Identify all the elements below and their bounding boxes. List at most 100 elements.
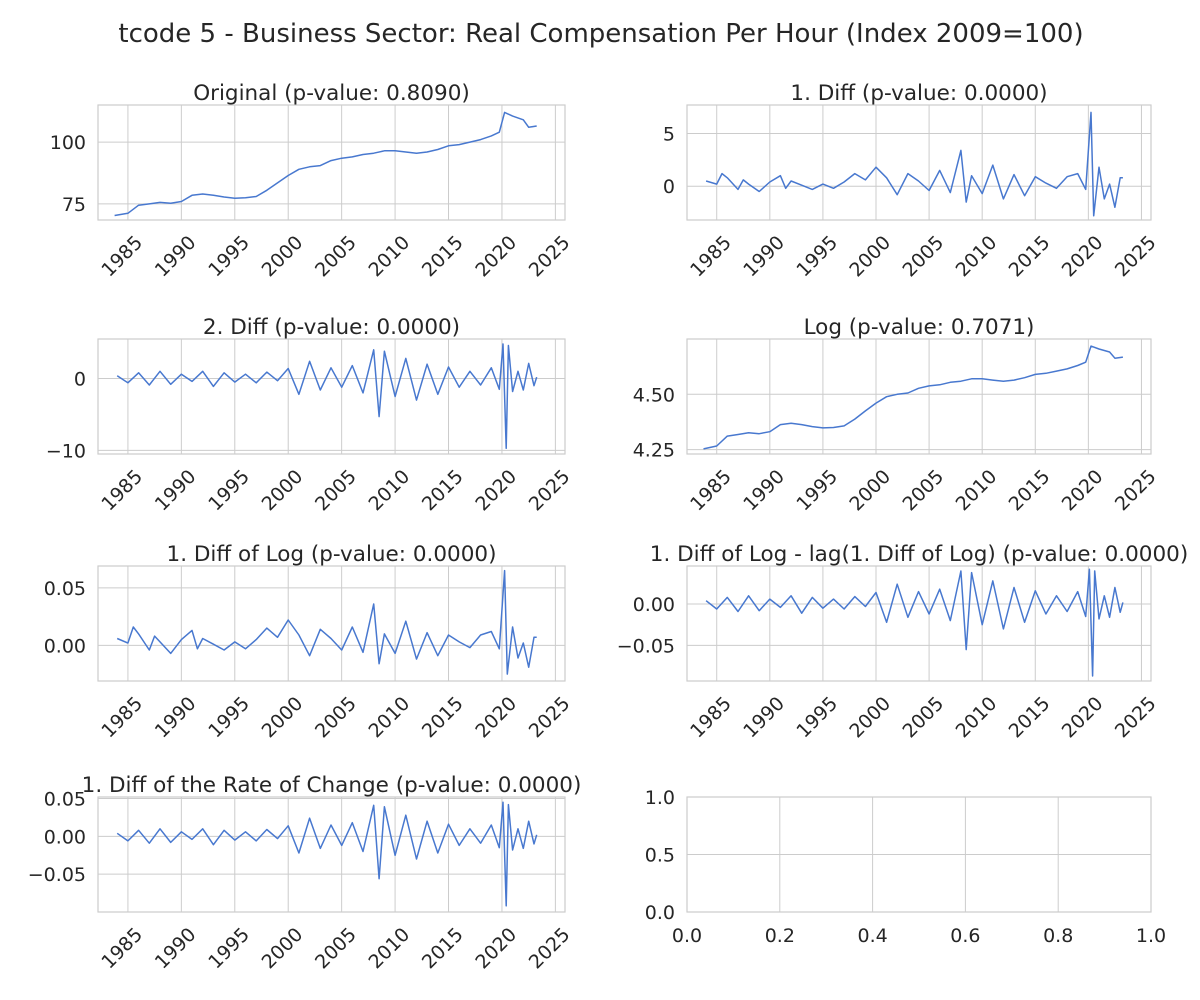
x-tick-label: 1995 (792, 693, 842, 743)
axes-frame (686, 565, 1152, 682)
x-tick-label: 2025 (1111, 693, 1161, 743)
y-tick-label: 4.25 (633, 440, 675, 462)
x-tick-label: 1995 (204, 924, 254, 974)
x-tick-label: 1995 (204, 466, 254, 516)
y-tick-label: 0.5 (645, 845, 675, 867)
x-tick-label: 1985 (97, 924, 147, 974)
x-tick-label: 2005 (311, 693, 361, 743)
x-tick-label: 1990 (739, 466, 789, 516)
subplot-7: −0.05 0.00 0.05 1985 1990 1995 2000 2005 2010 201… (28, 773, 582, 973)
x-tick-label: 1985 (97, 232, 147, 282)
y-tick-label: 0.00 (44, 826, 86, 848)
x-tick-label: 1.0 (1136, 925, 1166, 947)
y-tick-label: −0.05 (28, 864, 86, 886)
x-tick-label: 2025 (525, 466, 575, 516)
subplot-2: 0 5 1985 1990 1995 2000 2005 2010 2015 2020 2025 1.… (663, 81, 1161, 281)
x-tick-label: 2015 (418, 232, 468, 282)
series-line (705, 111, 1123, 217)
x-tick-label: 0.4 (857, 925, 887, 947)
x-tick-label: 2005 (898, 693, 948, 743)
x-tick-label: 0.0 (672, 925, 702, 947)
series-line (116, 801, 538, 907)
subplot-title: Log (p-value: 0.7071) (804, 315, 1035, 340)
x-tick-label: 2000 (258, 693, 308, 743)
x-tick-label: 0.6 (950, 925, 980, 947)
series-line (705, 568, 1124, 677)
x-tick-label: 2010 (952, 466, 1002, 516)
y-tick-label: 5 (663, 123, 675, 145)
x-tick-label: 1990 (151, 466, 201, 516)
x-tick-label: 2025 (525, 924, 575, 974)
x-tick-label: 2015 (418, 924, 468, 974)
subplot-title: 2. Diff (p-value: 0.0000) (203, 315, 460, 340)
y-tick-label: 0 (663, 176, 675, 198)
x-tick-label: 0.2 (765, 925, 795, 947)
subplot-title: 1. Diff of Log (p-value: 0.0000) (167, 542, 497, 567)
y-tick-label: 4.50 (633, 384, 675, 406)
series-line (116, 569, 537, 675)
x-tick-label: 2020 (471, 693, 521, 743)
series-line (116, 343, 538, 450)
y-tick-label: 100 (50, 132, 86, 154)
subplot-5: 0.00 0.05 1985 1990 1995 2000 2005 2010 2015 2020… (44, 542, 575, 742)
axes-frame (686, 104, 1152, 221)
x-tick-label: 2005 (898, 232, 948, 282)
x-tick-label: 1990 (151, 924, 201, 974)
axes-frame (686, 338, 1152, 455)
x-tick-label: 0.8 (1043, 925, 1073, 947)
x-tick-label: 2010 (364, 466, 414, 516)
x-tick-label: 1995 (792, 466, 842, 516)
x-tick-label: 2020 (471, 232, 521, 282)
x-tick-label: 2020 (1058, 693, 1108, 743)
y-tick-label: 0.00 (633, 594, 675, 616)
x-tick-label: 2005 (311, 232, 361, 282)
subplot-1: 75 100 1985 1990 1995 2000 2005 2010 2015 2020 202… (50, 81, 575, 281)
subplot-title: 1. Diff (p-value: 0.0000) (790, 81, 1047, 106)
x-tick-label: 2000 (845, 693, 895, 743)
y-tick-label: 1.0 (645, 787, 675, 809)
x-tick-label: 2025 (525, 693, 575, 743)
x-tick-label: 2020 (1058, 232, 1108, 282)
x-tick-label: 2000 (258, 924, 308, 974)
x-tick-label: 2000 (845, 466, 895, 516)
x-tick-label: 2005 (311, 466, 361, 516)
x-tick-label: 1985 (686, 232, 736, 282)
y-tick-label: 0 (74, 369, 86, 391)
y-tick-label: 75 (62, 194, 86, 216)
subplot-title: Original (p-value: 0.8090) (193, 81, 470, 106)
x-tick-label: 2025 (525, 232, 575, 282)
x-tick-label: 2025 (1111, 466, 1161, 516)
figure-title: tcode 5 - Business Sector: Real Compensa… (118, 19, 1083, 49)
x-tick-label: 1990 (739, 693, 789, 743)
subplot-3: −10 0 1985 1990 1995 2000 2005 2010 2015 2020 2025… (46, 315, 575, 515)
x-tick-label: 2020 (471, 466, 521, 516)
x-tick-label: 1995 (792, 232, 842, 282)
axes-frame (97, 796, 566, 913)
x-tick-label: 2015 (1005, 693, 1055, 743)
x-tick-label: 1985 (686, 466, 736, 516)
x-tick-label: 1990 (151, 693, 201, 743)
x-tick-label: 1990 (151, 232, 201, 282)
y-tick-label: −10 (46, 440, 86, 462)
y-tick-label: 0.0 (645, 902, 675, 924)
x-tick-label: 2010 (364, 924, 414, 974)
subplot-title: 1. Diff of Log - lag(1. Diff of Log) (p-… (650, 542, 1188, 567)
x-tick-label: 2015 (418, 466, 468, 516)
axes-frame (97, 338, 566, 455)
y-tick-label: −0.05 (617, 635, 675, 657)
x-tick-label: 2010 (952, 232, 1002, 282)
x-tick-label: 2010 (364, 693, 414, 743)
x-tick-label: 1985 (686, 693, 736, 743)
subplot-4: 4.25 4.50 1985 1990 1995 2000 2005 2010 2015 2020… (633, 315, 1161, 515)
y-tick-label: 0.05 (44, 789, 86, 811)
axes-frame (97, 565, 566, 682)
x-tick-label: 2015 (1005, 232, 1055, 282)
x-tick-label: 2000 (845, 232, 895, 282)
subplot-8: 0.0 0.5 1.0 0.0 0.2 0.4 0.6 0.8 1.0 (645, 787, 1166, 947)
x-tick-label: 1985 (97, 693, 147, 743)
x-tick-label: 1990 (739, 232, 789, 282)
x-tick-label: 2000 (258, 232, 308, 282)
x-tick-label: 2015 (1005, 466, 1055, 516)
